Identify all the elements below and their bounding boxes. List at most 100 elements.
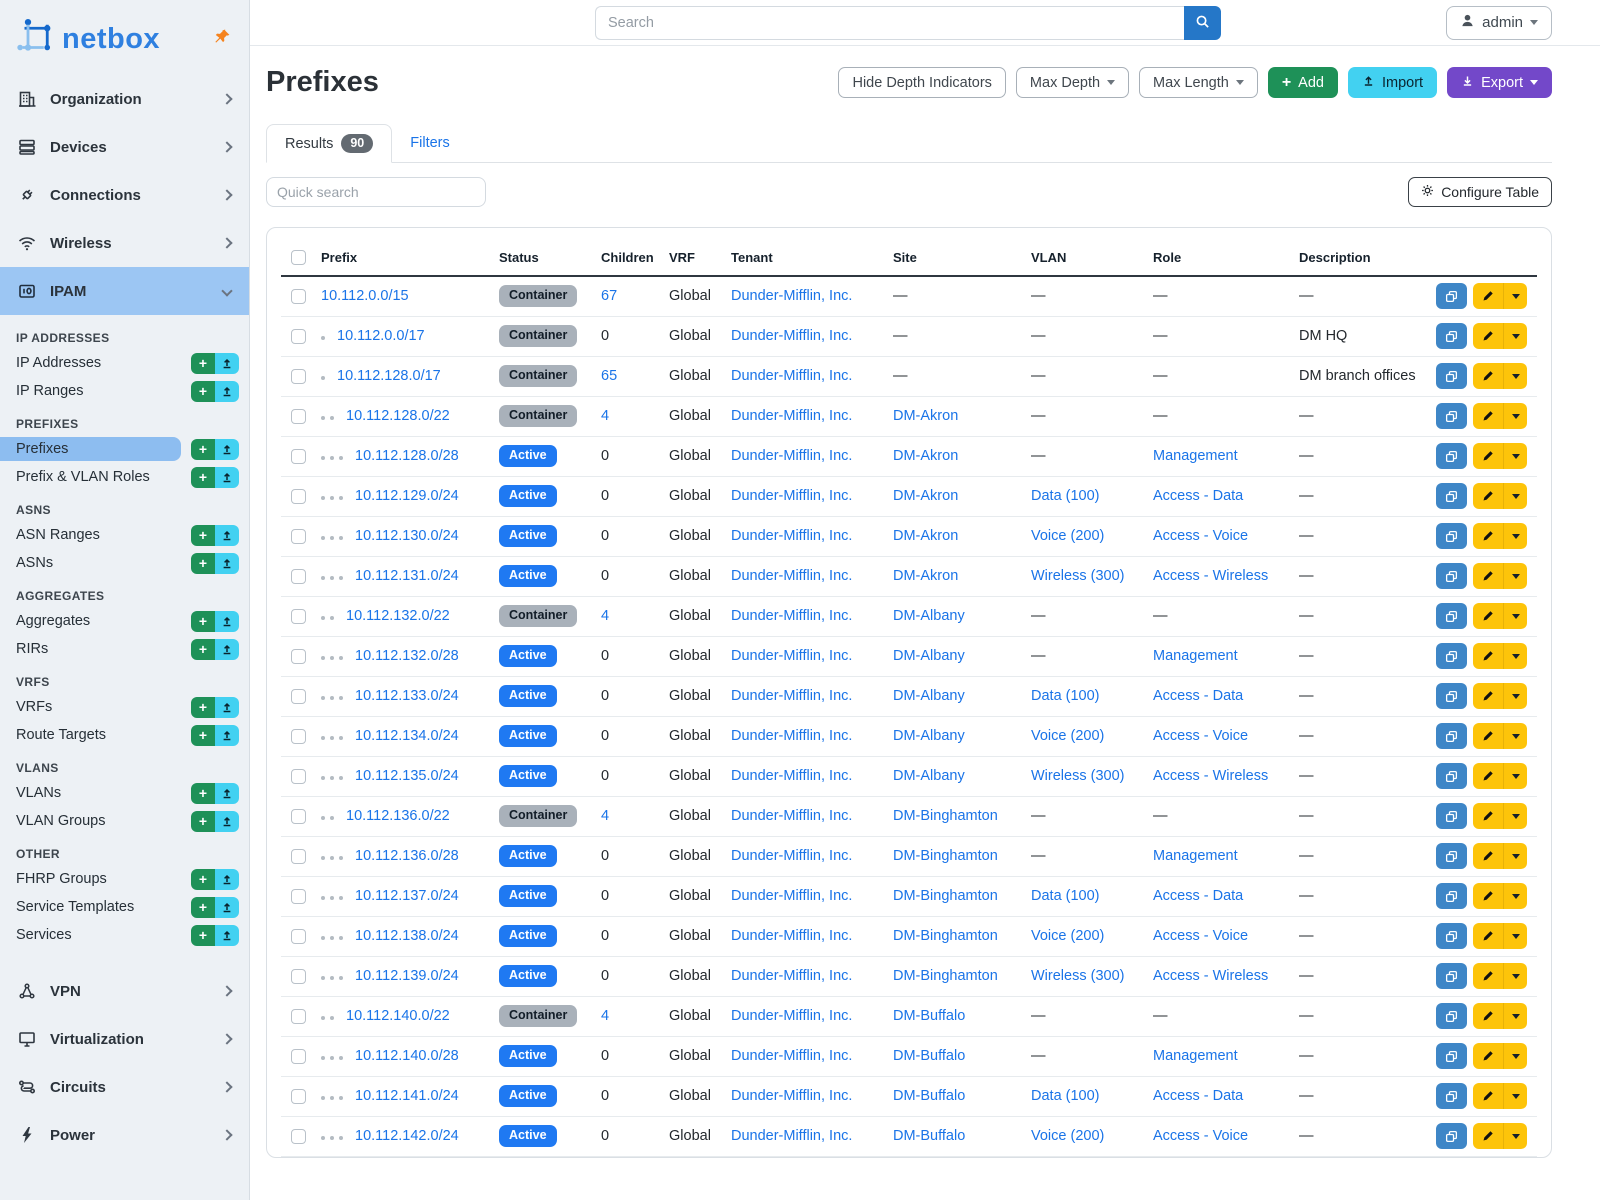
edit-dropdown-toggle[interactable] (1503, 883, 1527, 910)
sidebar-item-connections[interactable]: Connections (0, 171, 249, 219)
vlan-link[interactable]: Data (100) (1031, 888, 1100, 905)
copy-button[interactable] (1436, 683, 1467, 710)
quick-add-button[interactable]: + (191, 438, 215, 460)
site-link[interactable]: DM-Akron (893, 448, 959, 465)
row-checkbox[interactable] (291, 568, 306, 584)
row-checkbox[interactable] (291, 1008, 306, 1024)
children-link[interactable]: 4 (601, 408, 610, 425)
quick-import-button[interactable] (215, 380, 239, 402)
site-link[interactable]: DM-Albany (893, 608, 965, 625)
children-link[interactable]: 4 (601, 1008, 610, 1025)
children-link[interactable]: 4 (601, 608, 610, 625)
quick-add-button[interactable]: + (191, 552, 215, 574)
sidebar-item-services[interactable]: Services (16, 927, 72, 943)
quick-add-button[interactable]: + (191, 352, 215, 374)
site-link[interactable]: DM-Albany (893, 688, 965, 705)
search-input[interactable] (595, 5, 1184, 40)
prefix-link[interactable]: 10.112.0.0/17 (337, 328, 425, 345)
role-link[interactable]: Access - Voice (1153, 728, 1249, 745)
site-link[interactable]: DM-Buffalo (893, 1128, 966, 1145)
sidebar-item-power[interactable]: Power (0, 1111, 249, 1159)
vlan-link[interactable]: Wireless (300) (1031, 768, 1125, 785)
quick-import-button[interactable] (215, 352, 239, 374)
sidebar-item-service-templates[interactable]: Service Templates (16, 899, 135, 915)
quick-add-button[interactable]: + (191, 924, 215, 946)
vlan-link[interactable]: Voice (200) (1031, 528, 1105, 545)
edit-dropdown-toggle[interactable] (1503, 923, 1527, 950)
site-link[interactable]: DM-Akron (893, 408, 959, 425)
edit-dropdown-toggle[interactable] (1503, 843, 1527, 870)
row-checkbox[interactable] (291, 608, 306, 624)
role-link[interactable]: Access - Wireless (1153, 968, 1269, 985)
edit-button[interactable] (1473, 603, 1527, 630)
role-link[interactable]: Access - Data (1153, 1088, 1244, 1105)
prefix-link[interactable]: 10.112.141.0/24 (355, 1088, 459, 1105)
row-checkbox[interactable] (291, 448, 306, 464)
edit-dropdown-toggle[interactable] (1503, 763, 1527, 790)
role-link[interactable]: Access - Voice (1153, 1128, 1249, 1145)
quick-import-button[interactable] (215, 438, 239, 460)
edit-button[interactable] (1473, 363, 1527, 390)
sidebar-item-virtualization[interactable]: Virtualization (0, 1015, 249, 1063)
vlan-link[interactable]: Wireless (300) (1031, 568, 1125, 585)
edit-button[interactable] (1473, 323, 1527, 350)
row-checkbox[interactable] (291, 848, 306, 864)
edit-button[interactable] (1473, 803, 1527, 830)
vlan-link[interactable]: Voice (200) (1031, 1128, 1105, 1145)
prefix-link[interactable]: 10.112.139.0/24 (355, 968, 459, 985)
max-depth-dropdown[interactable]: Max Depth (1015, 67, 1130, 98)
quick-import-button[interactable] (215, 610, 239, 632)
edit-dropdown-toggle[interactable] (1503, 523, 1527, 550)
copy-button[interactable] (1436, 883, 1467, 910)
tenant-link[interactable]: Dunder-Mifflin, Inc. (731, 528, 853, 545)
children-link[interactable]: 67 (601, 288, 618, 305)
quick-add-button[interactable]: + (191, 782, 215, 804)
copy-button[interactable] (1436, 723, 1467, 750)
edit-dropdown-toggle[interactable] (1503, 1083, 1527, 1110)
tenant-link[interactable]: Dunder-Mifflin, Inc. (731, 608, 853, 625)
copy-button[interactable] (1436, 363, 1467, 390)
edit-dropdown-toggle[interactable] (1503, 323, 1527, 350)
sidebar-item-vrfs[interactable]: VRFs (16, 699, 53, 715)
row-checkbox[interactable] (291, 728, 306, 744)
vlan-link[interactable]: Voice (200) (1031, 928, 1105, 945)
copy-button[interactable] (1436, 483, 1467, 510)
quick-import-button[interactable] (215, 638, 239, 660)
copy-button[interactable] (1436, 323, 1467, 350)
site-link[interactable]: DM-Binghamton (893, 808, 998, 825)
edit-button[interactable] (1473, 763, 1527, 790)
role-link[interactable]: Access - Voice (1153, 928, 1249, 945)
row-checkbox[interactable] (291, 808, 306, 824)
quick-add-button[interactable]: + (191, 724, 215, 746)
edit-dropdown-toggle[interactable] (1503, 643, 1527, 670)
prefix-link[interactable]: 10.112.129.0/24 (355, 488, 459, 505)
copy-button[interactable] (1436, 803, 1467, 830)
quick-add-button[interactable]: + (191, 524, 215, 546)
tenant-link[interactable]: Dunder-Mifflin, Inc. (731, 808, 853, 825)
site-link[interactable]: DM-Albany (893, 728, 965, 745)
sidebar-item-prefix-vlan-roles[interactable]: Prefix & VLAN Roles (16, 469, 150, 485)
quick-import-button[interactable] (215, 552, 239, 574)
copy-button[interactable] (1436, 443, 1467, 470)
edit-button[interactable] (1473, 883, 1527, 910)
row-checkbox[interactable] (291, 488, 306, 504)
copy-button[interactable] (1436, 283, 1467, 310)
site-link[interactable]: DM-Binghamton (893, 928, 998, 945)
edit-button[interactable] (1473, 923, 1527, 950)
prefix-link[interactable]: 10.112.136.0/22 (346, 808, 450, 825)
quick-search-input[interactable] (266, 177, 486, 207)
row-checkbox[interactable] (291, 688, 306, 704)
copy-button[interactable] (1436, 763, 1467, 790)
edit-button[interactable] (1473, 1003, 1527, 1030)
import-button[interactable]: Import (1347, 67, 1438, 98)
tenant-link[interactable]: Dunder-Mifflin, Inc. (731, 928, 853, 945)
sidebar-item-organization[interactable]: Organization (0, 75, 249, 123)
tenant-link[interactable]: Dunder-Mifflin, Inc. (731, 288, 853, 305)
sidebar-item-wireless[interactable]: Wireless (0, 219, 249, 267)
tenant-link[interactable]: Dunder-Mifflin, Inc. (731, 1048, 853, 1065)
children-link[interactable]: 65 (601, 368, 618, 385)
prefix-link[interactable]: 10.112.140.0/28 (355, 1048, 459, 1065)
copy-button[interactable] (1436, 843, 1467, 870)
quick-import-button[interactable] (215, 810, 239, 832)
site-link[interactable]: DM-Buffalo (893, 1008, 966, 1025)
